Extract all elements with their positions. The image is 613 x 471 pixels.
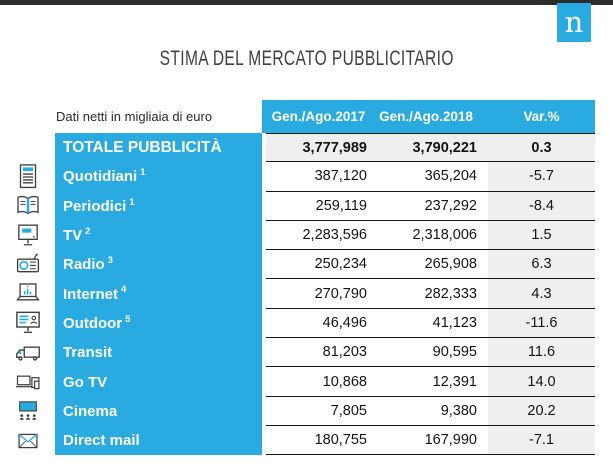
table-row: Outdoor 5 46,496 41,123 -11.6: [0, 308, 613, 339]
table-row: Internet 4 270,790 282,333 4.3: [0, 279, 613, 309]
value-var: 4.3: [488, 279, 595, 308]
row-values: 46,496 41,123 -11.6: [266, 308, 595, 339]
row-label: Transit: [55, 338, 262, 368]
value-2017: 270,790: [314, 285, 367, 302]
nielsen-logo-letter: n: [564, 5, 584, 39]
table-row: TOTALE PUBBLICITÀ 3,777,989 3,790,221 0.3: [0, 133, 613, 163]
value-2017: 7,805: [330, 402, 367, 419]
outdoor-icon: [0, 309, 55, 338]
row-label: TV 2: [55, 220, 262, 251]
column-headers: Gen./Ago.2017 Gen./Ago.2018 Var.%: [262, 100, 595, 133]
footnote-marker: 1: [140, 167, 146, 179]
row-values: 2,283,596 2,318,006 1.5: [266, 220, 595, 251]
value-2017: 180,755: [314, 432, 367, 449]
value-2017: 46,496: [322, 314, 367, 331]
value-2018: 90,595: [432, 344, 477, 361]
row-values: 250,234 265,908 6.3: [266, 250, 595, 280]
value-2017: 3,777,989: [302, 139, 367, 156]
value-var: 6.3: [488, 250, 595, 279]
row-label: Quotidiani 1: [55, 162, 262, 192]
row-label: Radio 3: [55, 250, 262, 280]
value-2017: 2,283,596: [302, 227, 367, 244]
tv-icon: [0, 221, 55, 250]
cinema-icon: [0, 397, 55, 426]
value-2018: 237,292: [424, 197, 477, 214]
value-var: 14.0: [488, 367, 595, 396]
value-2018: 3,790,221: [412, 139, 477, 156]
row-values: 3,777,989 3,790,221 0.3: [266, 133, 595, 163]
row-values: 81,203 90,595 11.6: [266, 338, 595, 368]
value-var: 0.3: [531, 139, 552, 156]
row-values: 259,119 237,292 -8.4: [266, 191, 595, 221]
value-var: -5.7: [488, 162, 595, 191]
row-values: 270,790 282,333 4.3: [266, 279, 595, 309]
footnote-marker: 5: [125, 313, 131, 325]
table-row: Direct mail 180,755 167,990 -7.1: [0, 425, 613, 456]
row-values: 180,755 167,990 -7.1: [266, 425, 595, 456]
newspaper-icon: [0, 162, 55, 191]
row-values: 7,805 9,380 20.2: [266, 396, 595, 426]
table-row: Periodici 1 259,119 237,292 -8.4: [0, 191, 613, 221]
nielsen-logo: n: [557, 3, 591, 42]
value-var: -7.1: [488, 425, 595, 455]
icon-placeholder: [0, 133, 55, 162]
directmail-icon: [0, 426, 55, 455]
row-label: Direct mail: [55, 425, 262, 456]
footnote-marker: 1: [129, 196, 135, 208]
value-2018: 265,908: [424, 256, 477, 273]
value-2018: 2,318,006: [412, 227, 477, 244]
table-note: Dati netti in migliaia di euro: [56, 109, 213, 124]
value-2018: 365,204: [424, 168, 477, 185]
column-header-2018: Gen./Ago.2018: [379, 109, 473, 124]
row-values: 387,120 365,204 -5.7: [266, 162, 595, 192]
value-2017: 81,203: [322, 344, 367, 361]
column-header-var: Var.%: [523, 109, 560, 124]
value-2017: 387,120: [314, 168, 367, 185]
value-var: 1.5: [488, 220, 595, 250]
table-row: Radio 3 250,234 265,908 6.3: [0, 250, 613, 280]
value-2017: 250,234: [314, 256, 367, 273]
row-label: Cinema: [55, 396, 262, 426]
value-var: 11.6: [488, 338, 595, 367]
value-var: -8.4: [488, 191, 595, 220]
value-2018: 9,380: [440, 402, 477, 419]
transit-icon: [0, 338, 55, 367]
column-header-2017: Gen./Ago.2017: [271, 109, 366, 124]
row-label: Go TV: [55, 367, 262, 397]
table-row: Quotidiani 1 387,120 365,204 -5.7: [0, 162, 613, 192]
top-bar: [0, 0, 613, 5]
value-2018: 41,123: [432, 314, 477, 331]
row-values: 10,868 12,391 14.0: [266, 367, 595, 397]
value-2018: 12,391: [432, 373, 477, 390]
row-label: Internet 4: [55, 279, 262, 309]
magazine-icon: [0, 192, 55, 221]
table-body: TOTALE PUBBLICITÀ 3,777,989 3,790,221 0.3 Qu…: [0, 133, 613, 456]
value-var: 20.2: [488, 396, 595, 425]
value-2017: 259,119: [315, 197, 367, 214]
value-var: -11.6: [488, 308, 595, 338]
row-label: Periodici 1: [55, 191, 262, 221]
table-row: TV 2 2,283,596 2,318,006 1.5: [0, 220, 613, 251]
value-2017: 10,868: [322, 373, 367, 390]
row-label: Outdoor 5: [55, 308, 262, 339]
footnote-marker: 3: [107, 255, 113, 267]
footnote-marker: 4: [121, 284, 127, 296]
table-row: Go TV 10,868 12,391 14.0: [0, 367, 613, 397]
footnote-marker: 2: [85, 225, 91, 237]
gotv-icon: [0, 367, 55, 396]
internet-icon: [0, 279, 55, 308]
value-2018: 167,990: [424, 432, 477, 449]
table-row: Transit 81,203 90,595 11.6: [0, 338, 613, 368]
radio-icon: [0, 250, 55, 279]
row-label: TOTALE PUBBLICITÀ: [55, 133, 262, 163]
table-row: Cinema 7,805 9,380 20.2: [0, 396, 613, 426]
page-title: STIMA DEL MERCATO PUBBLICITARIO: [159, 47, 454, 70]
value-2018: 282,333: [424, 285, 477, 302]
